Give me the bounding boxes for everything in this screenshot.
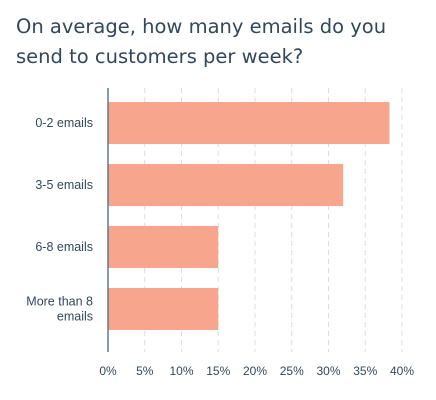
bars [108, 102, 390, 330]
category-label: emails [57, 310, 93, 324]
category-label: 3-5 emails [35, 178, 93, 192]
x-tick-label: 25% [280, 364, 304, 378]
x-tick-label: 35% [353, 364, 377, 378]
bar [108, 288, 219, 330]
chart-title: On average, how many emails do you send … [16, 15, 387, 68]
category-label: More than 8 [26, 295, 93, 309]
bar [108, 226, 219, 268]
x-tick-label: 0% [99, 364, 117, 378]
x-tick-label: 5% [136, 364, 154, 378]
category-labels: 0-2 emails 3-5 emails 6-8 emails More than … [26, 116, 93, 324]
category-label: 0-2 emails [35, 116, 93, 130]
x-tick-label: 20% [243, 364, 267, 378]
category-label: 6-8 emails [35, 240, 93, 254]
x-tick-label: 30% [316, 364, 340, 378]
bar [108, 164, 344, 206]
x-tick-label: 10% [169, 364, 193, 378]
x-tick-label: 15% [206, 364, 230, 378]
bar [108, 102, 390, 144]
x-tick-labels: 0% 5% 10% 15% 20% 25% 30% 35% 40% [99, 364, 414, 378]
x-tick-label: 40% [390, 364, 414, 378]
